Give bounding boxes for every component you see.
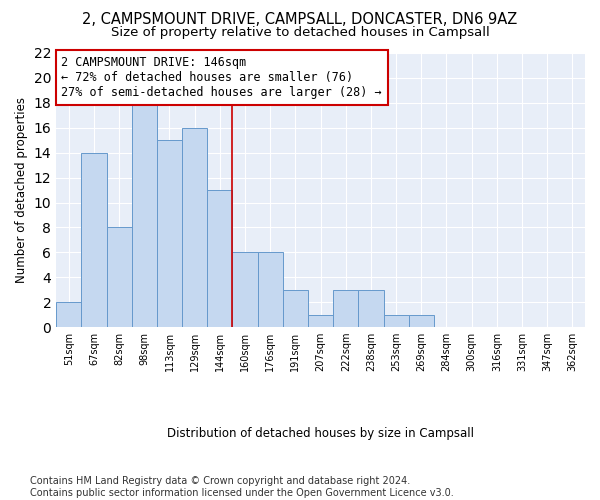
Text: Contains HM Land Registry data © Crown copyright and database right 2024.
Contai: Contains HM Land Registry data © Crown c… <box>30 476 454 498</box>
Bar <box>308 314 333 327</box>
Bar <box>232 252 257 327</box>
Bar <box>56 302 82 327</box>
Bar <box>82 152 107 327</box>
Bar <box>383 314 409 327</box>
Bar <box>257 252 283 327</box>
Bar <box>157 140 182 327</box>
Bar <box>107 228 132 327</box>
Text: 2, CAMPSMOUNT DRIVE, CAMPSALL, DONCASTER, DN6 9AZ: 2, CAMPSMOUNT DRIVE, CAMPSALL, DONCASTER… <box>82 12 518 28</box>
Text: 2 CAMPSMOUNT DRIVE: 146sqm
← 72% of detached houses are smaller (76)
27% of semi: 2 CAMPSMOUNT DRIVE: 146sqm ← 72% of deta… <box>61 56 382 98</box>
Bar <box>182 128 207 327</box>
Y-axis label: Number of detached properties: Number of detached properties <box>15 97 28 283</box>
Bar <box>409 314 434 327</box>
Text: Size of property relative to detached houses in Campsall: Size of property relative to detached ho… <box>110 26 490 39</box>
Bar <box>132 103 157 327</box>
X-axis label: Distribution of detached houses by size in Campsall: Distribution of detached houses by size … <box>167 427 474 440</box>
Bar <box>358 290 383 327</box>
Bar <box>283 290 308 327</box>
Bar <box>333 290 358 327</box>
Bar <box>207 190 232 327</box>
